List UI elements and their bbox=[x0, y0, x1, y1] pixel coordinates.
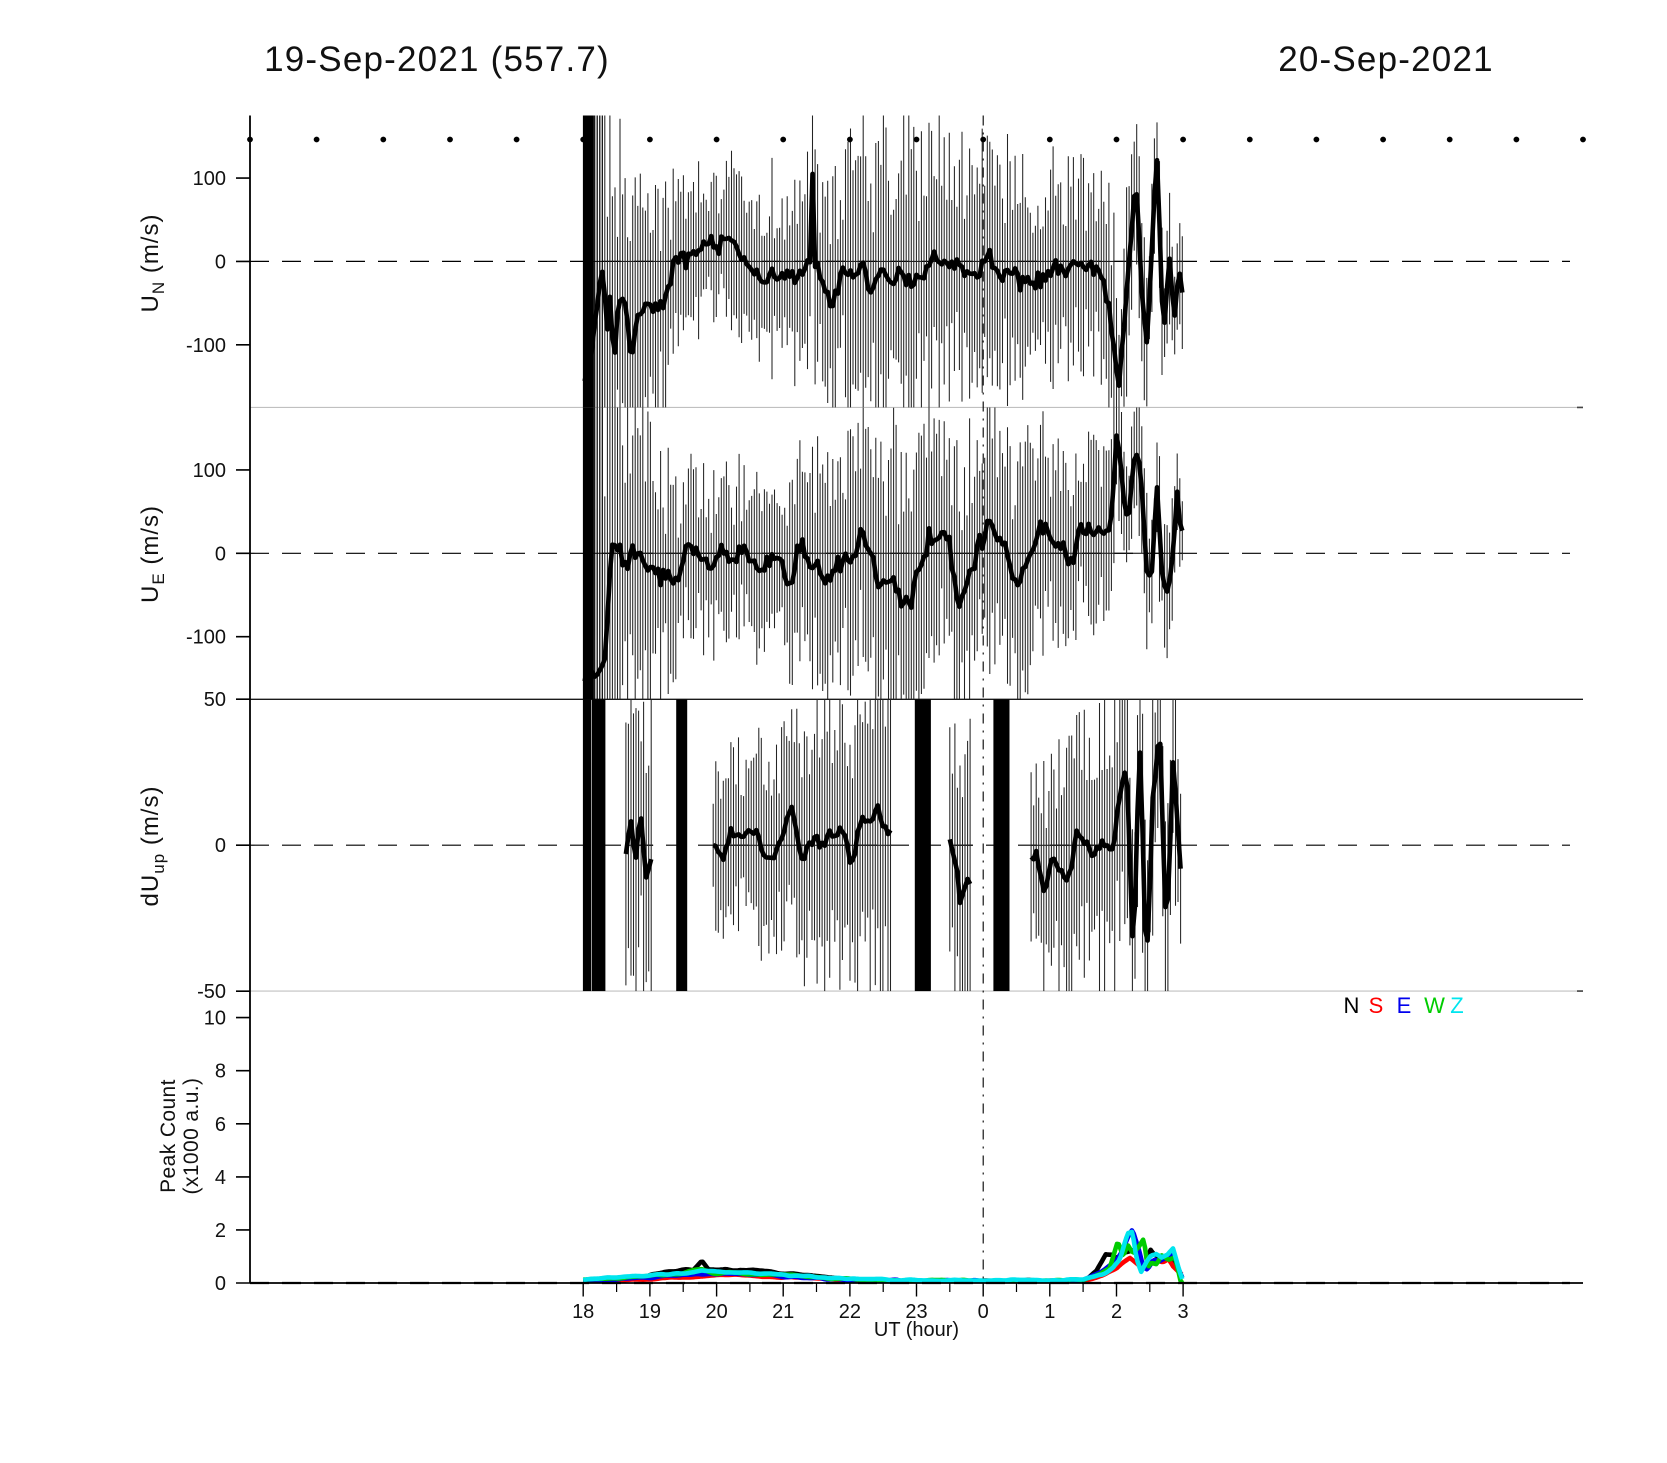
svg-text:-100: -100 bbox=[186, 627, 226, 649]
svg-text:19-Sep-2021 (557.7): 19-Sep-2021 (557.7) bbox=[264, 40, 610, 79]
svg-text:E: E bbox=[1397, 993, 1412, 1018]
svg-text:21: 21 bbox=[772, 1301, 794, 1323]
svg-text:100: 100 bbox=[193, 168, 226, 190]
svg-text:0: 0 bbox=[215, 835, 226, 857]
svg-text:22: 22 bbox=[839, 1301, 861, 1323]
svg-text:(x1000 a.u.): (x1000 a.u.) bbox=[180, 1078, 203, 1195]
svg-text:6: 6 bbox=[215, 1114, 226, 1136]
svg-text:20: 20 bbox=[705, 1301, 727, 1323]
svg-text:2: 2 bbox=[1111, 1301, 1122, 1323]
svg-text:1: 1 bbox=[1044, 1301, 1055, 1323]
svg-text:10: 10 bbox=[204, 1008, 226, 1030]
svg-text:23: 23 bbox=[905, 1301, 927, 1323]
svg-text:UT (hour): UT (hour) bbox=[874, 1319, 959, 1341]
svg-text:S: S bbox=[1369, 993, 1384, 1018]
svg-text:0: 0 bbox=[215, 251, 226, 273]
svg-text:Peak Count: Peak Count bbox=[157, 1079, 180, 1193]
svg-text:8: 8 bbox=[215, 1061, 226, 1083]
svg-text:20-Sep-2021: 20-Sep-2021 bbox=[1278, 40, 1494, 79]
svg-text:N: N bbox=[1344, 993, 1360, 1018]
svg-text:UN (m/s): UN (m/s) bbox=[137, 214, 168, 313]
svg-text:Z: Z bbox=[1450, 993, 1463, 1018]
svg-text:W: W bbox=[1424, 993, 1445, 1018]
svg-text:UE (m/s): UE (m/s) bbox=[137, 505, 168, 603]
svg-text:-50: -50 bbox=[197, 981, 226, 1003]
svg-text:3: 3 bbox=[1178, 1301, 1189, 1323]
svg-text:100: 100 bbox=[193, 460, 226, 482]
svg-text:2: 2 bbox=[215, 1220, 226, 1242]
svg-text:-100: -100 bbox=[186, 335, 226, 357]
svg-text:18: 18 bbox=[572, 1301, 594, 1323]
svg-text:19: 19 bbox=[639, 1301, 661, 1323]
svg-text:0: 0 bbox=[978, 1301, 989, 1323]
svg-text:4: 4 bbox=[215, 1167, 226, 1189]
svg-text:50: 50 bbox=[204, 689, 226, 711]
svg-text:0: 0 bbox=[215, 543, 226, 565]
svg-text:0: 0 bbox=[215, 1273, 226, 1295]
svg-text:dUup (m/s): dUup (m/s) bbox=[137, 786, 168, 907]
